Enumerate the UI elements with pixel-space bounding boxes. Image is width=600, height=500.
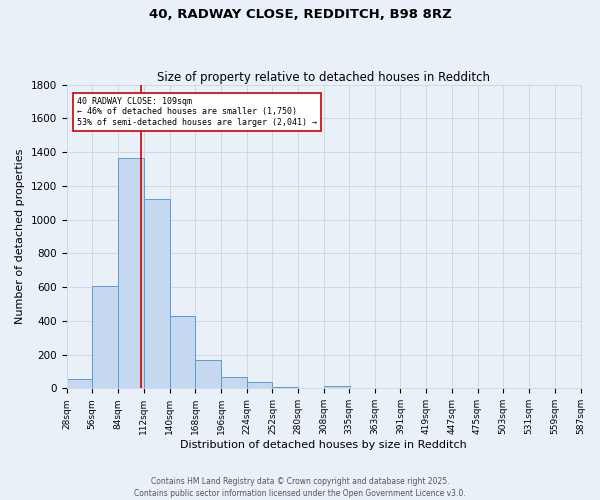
Bar	[92, 286, 118, 388]
Bar	[324, 386, 350, 388]
Bar	[67, 379, 92, 388]
Title: Size of property relative to detached houses in Redditch: Size of property relative to detached ho…	[157, 70, 490, 84]
Bar	[247, 382, 272, 388]
Text: 40 RADWAY CLOSE: 109sqm
← 46% of detached houses are smaller (1,750)
53% of semi: 40 RADWAY CLOSE: 109sqm ← 46% of detache…	[77, 97, 317, 126]
Bar	[118, 158, 144, 388]
Bar	[221, 378, 247, 388]
Bar	[170, 316, 195, 388]
Text: Contains HM Land Registry data © Crown copyright and database right 2025.
Contai: Contains HM Land Registry data © Crown c…	[134, 476, 466, 498]
Bar	[272, 386, 298, 388]
Text: 40, RADWAY CLOSE, REDDITCH, B98 8RZ: 40, RADWAY CLOSE, REDDITCH, B98 8RZ	[149, 8, 451, 20]
Y-axis label: Number of detached properties: Number of detached properties	[15, 149, 25, 324]
X-axis label: Distribution of detached houses by size in Redditch: Distribution of detached houses by size …	[180, 440, 467, 450]
Bar	[144, 198, 170, 388]
Bar	[195, 360, 221, 388]
